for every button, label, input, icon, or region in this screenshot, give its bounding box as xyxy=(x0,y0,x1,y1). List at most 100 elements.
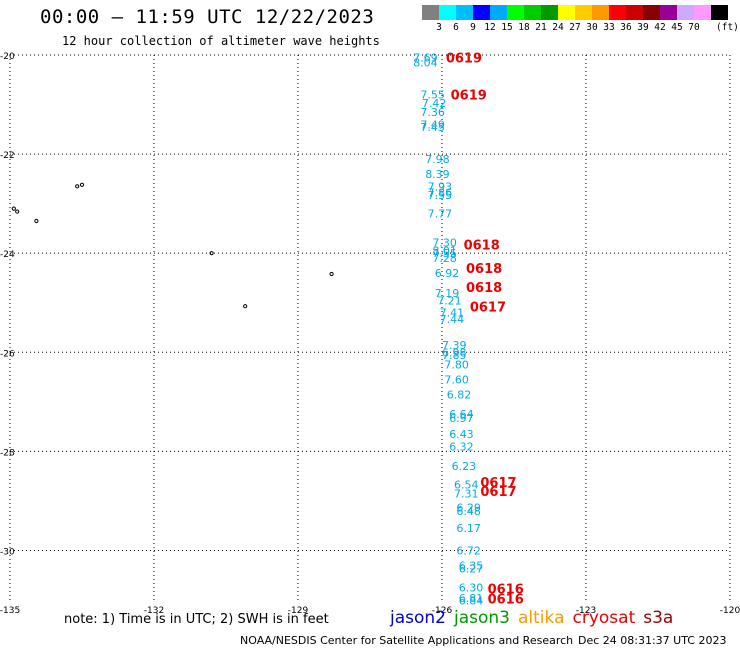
swh-reading: 7.41 xyxy=(440,307,465,320)
swh-reading: 7.49 xyxy=(420,118,445,131)
pass-time-label: 0617 xyxy=(480,476,516,491)
colorbar-swatch xyxy=(507,5,524,20)
swh-reading: 7.55 xyxy=(432,247,457,260)
page-subtitle: 12 hour collection of altimeter wave hei… xyxy=(62,34,380,48)
satellite-label-jason2: jason2 xyxy=(390,608,446,628)
colorbar-swatch xyxy=(422,5,439,20)
colorbar-swatch xyxy=(558,5,575,20)
swh-reading: 6.97 xyxy=(449,412,474,425)
swh-reading: 8.01 xyxy=(432,245,457,258)
swh-reading: 6.35 xyxy=(459,559,484,572)
colorbar-swatch xyxy=(473,5,490,20)
satellite-label-jason3: jason3 xyxy=(454,608,510,628)
swh-reading: 7.55 xyxy=(428,189,453,202)
colorbar-label: 24 xyxy=(552,22,564,33)
swh-reading: 7.19 xyxy=(435,287,460,300)
swh-reading: 6.54 xyxy=(454,479,479,492)
island-marker xyxy=(329,271,334,277)
colorbar-swatch xyxy=(643,5,660,20)
colorbar-swatch xyxy=(439,5,456,20)
satellite-label-cryosat: cryosat xyxy=(572,608,636,628)
satellite-label-s3a: s3a xyxy=(643,608,674,628)
colorbar-swatch xyxy=(609,5,626,20)
swh-reading: 7.77 xyxy=(428,208,453,221)
swh-reading: 7.45 xyxy=(420,121,445,134)
colorbar-label: 42 xyxy=(654,22,666,33)
pass-time-label: 0619 xyxy=(446,51,482,66)
swh-reading: 6.29 xyxy=(456,501,481,514)
colorbar-label: 6 xyxy=(453,22,459,33)
swh-reading: 7.42 xyxy=(422,97,447,110)
swh-reading: 6.98 xyxy=(442,346,467,359)
lat-tick-label: -24 xyxy=(0,250,15,260)
footer-timestamp: Dec 24 08:31:37 UTC 2023 xyxy=(578,634,727,647)
footer-note: note: 1) Time is in UTC; 2) SWH is in fe… xyxy=(64,612,329,627)
page-title: 00:00 – 11:59 UTC 12/22/2023 xyxy=(40,6,375,28)
colorbar-label: 39 xyxy=(637,22,649,33)
lon-tick-label: -135 xyxy=(0,606,20,616)
swh-reading: 7.80 xyxy=(444,359,469,372)
island-marker xyxy=(243,304,248,309)
island-marker xyxy=(75,184,80,189)
lon-tick-label: -126 xyxy=(432,606,453,616)
pass-time-label: 0618 xyxy=(466,281,502,296)
pass-time-label: 0618 xyxy=(466,262,502,277)
swh-reading: 6.81 xyxy=(459,592,484,605)
pass-time-label: 0619 xyxy=(451,89,487,104)
pass-time-label: 0618 xyxy=(464,238,500,253)
swh-reading: 7.69 xyxy=(413,51,438,64)
swh-reading: 7.98 xyxy=(425,153,450,166)
swh-reading: 6.23 xyxy=(452,460,477,473)
colorbar-label: 30 xyxy=(586,22,598,33)
pass-time-label: 0617 xyxy=(470,301,506,316)
swh-reading: 7.39 xyxy=(442,339,467,352)
colorbar-swatch xyxy=(524,5,541,20)
lon-tick-label: -123 xyxy=(576,606,596,616)
swh-reading: 7.86 xyxy=(428,187,453,200)
colorbar-swatch xyxy=(677,5,694,20)
colorbar-label: 45 xyxy=(671,22,683,33)
swh-reading: 6.64 xyxy=(449,408,474,421)
pass-time-label: 0617 xyxy=(480,485,516,500)
swh-reading: 7.44 xyxy=(440,313,465,326)
colorbar-swatch xyxy=(575,5,592,20)
colorbar-label: 12 xyxy=(484,22,496,33)
lat-tick-label: -28 xyxy=(0,448,15,458)
swh-reading: 6.48 xyxy=(456,505,481,518)
colorbar-swatch xyxy=(660,5,677,20)
lat-tick-label: -26 xyxy=(0,349,15,359)
colorbar-label: 9 xyxy=(470,22,476,33)
swh-reading: 7.60 xyxy=(444,374,469,387)
colorbar-swatch xyxy=(626,5,643,20)
swh-reading: 7.36 xyxy=(420,106,445,119)
swh-reading: 7.30 xyxy=(432,236,457,249)
swh-reading: 6.32 xyxy=(449,440,474,453)
swh-reading: 7.21 xyxy=(437,295,462,308)
colorbar-swatch xyxy=(541,5,558,20)
lon-tick-label: -132 xyxy=(144,606,164,616)
colorbar-swatch xyxy=(456,5,473,20)
island-marker xyxy=(11,206,16,211)
swh-reading: 6.92 xyxy=(435,267,460,280)
swh-reading: 6.17 xyxy=(456,522,481,535)
pass-time-label: 0616 xyxy=(488,583,524,598)
colorbar-unit: (ft) xyxy=(716,22,739,33)
colorbar-swatch xyxy=(490,5,507,20)
island-marker xyxy=(79,182,85,187)
swh-reading: 6.82 xyxy=(447,388,472,401)
lon-tick-label: -129 xyxy=(288,606,309,616)
swh-reading: 7.93 xyxy=(428,180,453,193)
swh-reading: 6.72 xyxy=(456,544,481,557)
pass-time-label: 0616 xyxy=(488,593,524,608)
colorbar-swatch xyxy=(711,5,728,20)
swh-reading: 6.43 xyxy=(449,428,474,441)
swh-reading: 7.31 xyxy=(454,487,479,500)
swh-reading: 6.30 xyxy=(459,582,484,595)
colorbar-label: 36 xyxy=(620,22,632,33)
swh-reading: 6.27 xyxy=(459,562,484,575)
lon-tick-label: -120 xyxy=(720,606,740,616)
colorbar-label: 70 xyxy=(688,22,700,33)
island-marker xyxy=(209,251,214,256)
satellite-label-altika: altika xyxy=(518,608,565,628)
